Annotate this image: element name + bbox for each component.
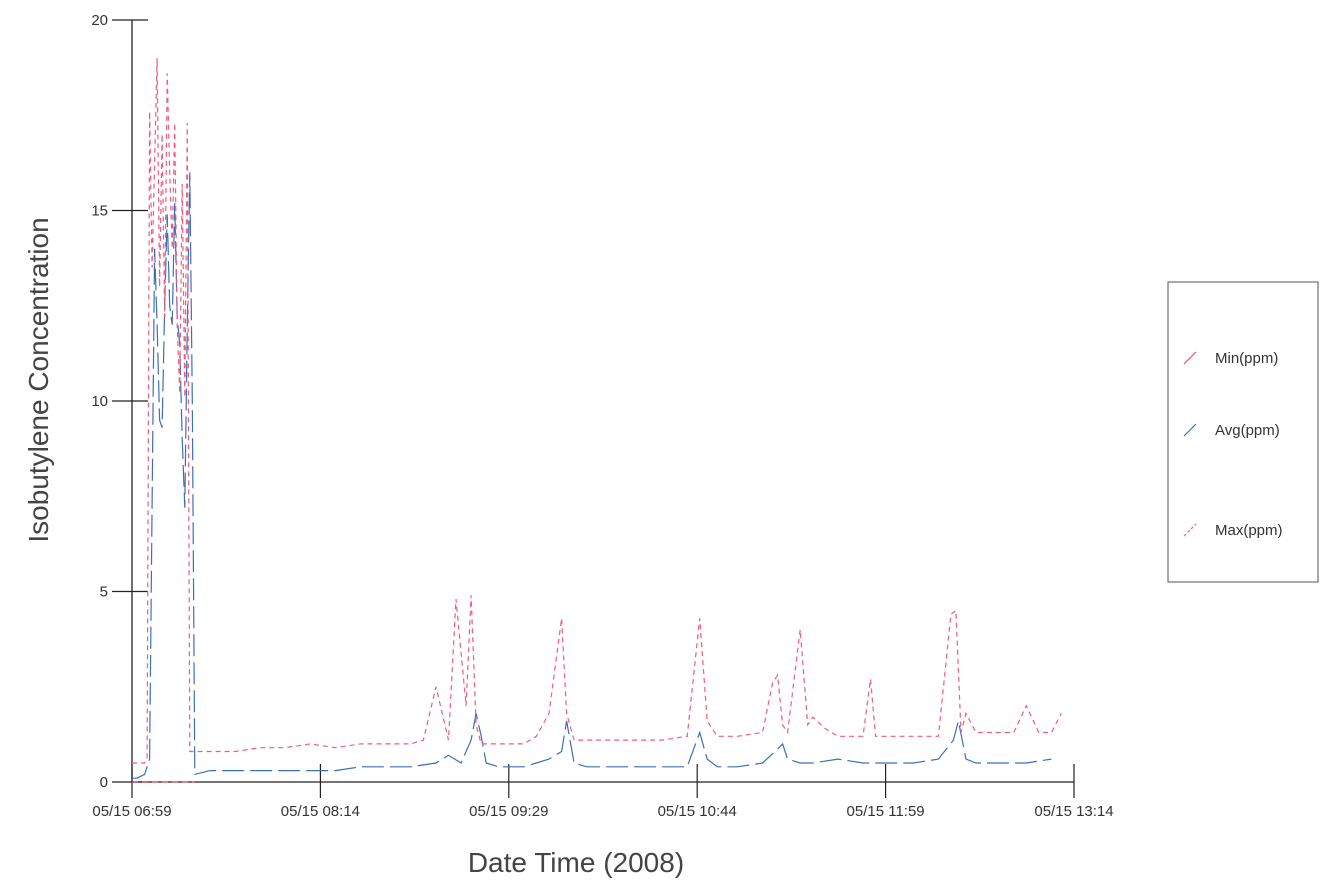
x-tick-label: 05/15 06:59 <box>92 803 171 820</box>
y-tick-label: 20 <box>91 12 108 29</box>
legend-label: Min(ppm) <box>1215 350 1278 367</box>
legend-label: Avg(ppm) <box>1215 422 1280 439</box>
y-axis-title: Isobutylene Concentration <box>23 217 54 542</box>
x-axis: 05/15 06:59 05/15 08:14 05/15 09:29 05/15 1… <box>92 764 1114 820</box>
x-tick-label: 05/15 13:14 <box>1034 803 1113 820</box>
legend-box <box>1167 281 1319 583</box>
x-axis-title: Date Time (2008) <box>468 847 684 878</box>
y-axis: 0 5 10 15 20 <box>91 12 148 791</box>
legend-swatch <box>1183 351 1197 365</box>
legend: Min(ppm) Avg(ppm) Max(ppm) <box>1167 281 1319 583</box>
y-tick-label: 5 <box>100 584 108 601</box>
y-tick-label: 10 <box>91 393 108 410</box>
series-line-avg-ppm <box>132 172 1052 779</box>
legend-swatch <box>1183 423 1197 437</box>
legend-label: Max(ppm) <box>1215 522 1283 539</box>
legend-swatch <box>1183 523 1197 537</box>
x-tick-label: 05/15 09:29 <box>469 803 548 820</box>
x-tick-label: 05/15 08:14 <box>281 803 360 820</box>
y-tick-label: 0 <box>100 774 108 791</box>
series-line-max-ppm <box>132 58 1062 764</box>
x-tick-label: 05/15 11:59 <box>847 803 925 820</box>
series-layer <box>132 58 1062 783</box>
y-tick-label: 15 <box>91 203 108 220</box>
x-tick-label: 05/15 10:44 <box>658 803 737 820</box>
